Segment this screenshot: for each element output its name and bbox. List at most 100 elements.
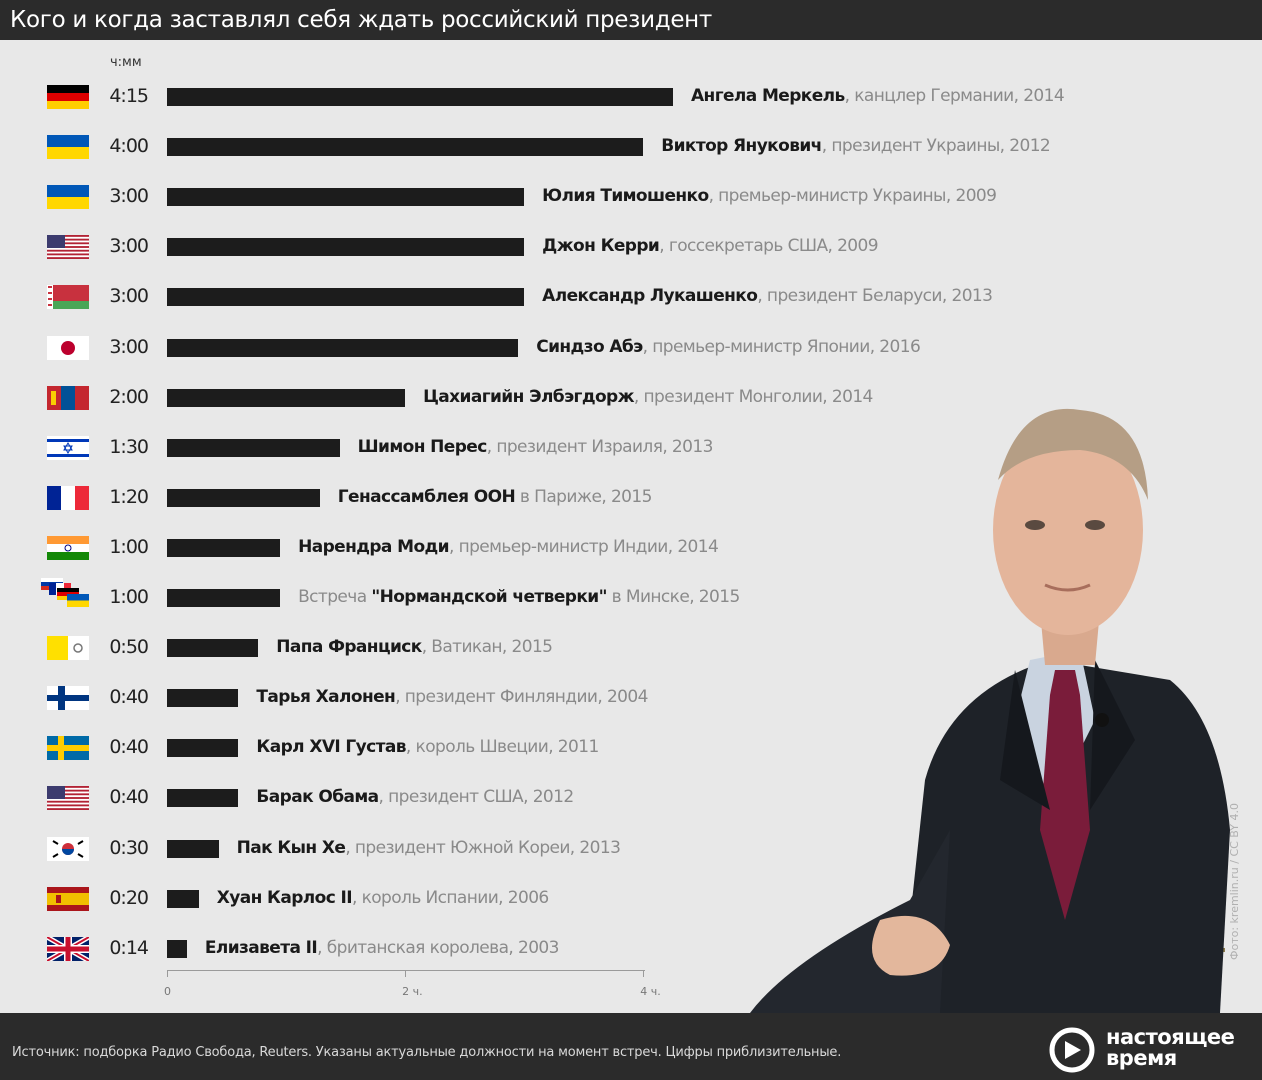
- bar: [167, 639, 259, 658]
- flag-finland-icon: [47, 686, 89, 711]
- bar-label-name: Карл XVI Густав: [256, 737, 406, 758]
- bar-label: Генассамблея ООН в Париже, 2015: [338, 486, 653, 507]
- time-label: 0:30: [109, 836, 149, 859]
- bar-label-detail: в Минске, 2015: [606, 587, 741, 607]
- flag-israel-icon: [47, 435, 89, 460]
- bar-label: Ангела Меркель, канцлер Германии, 2014: [691, 86, 1065, 106]
- bar-label-detail: , президент Южной Кореи, 2013: [345, 837, 621, 858]
- bar-label-detail: , король Испании, 2006: [351, 887, 549, 908]
- bar: [167, 238, 525, 257]
- bar-label: Александр Лукашенко, президент Беларуси,…: [542, 286, 993, 307]
- bar-label-detail: в Париже, 2015: [515, 486, 653, 507]
- logo-icon: [1049, 1027, 1095, 1073]
- time-label: 0:14: [109, 936, 149, 959]
- bar: [167, 789, 239, 808]
- bar: [167, 388, 406, 407]
- bar-label: Карл XVI Густав, король Швеции, 2011: [256, 737, 599, 758]
- flag-usa-icon: [47, 235, 89, 260]
- flag-ukraine-icon: [47, 135, 89, 160]
- photo-credit: Фото: kremlin.ru / CC BY 4.0: [1228, 803, 1241, 960]
- bar: [167, 438, 340, 457]
- bar: [167, 188, 525, 207]
- bar: [167, 138, 644, 157]
- bar-label: Шимон Перес, президент Израиля, 2013: [358, 437, 714, 457]
- bar-label: Синдзо Абэ, премьер-министр Японии, 2016: [536, 336, 921, 357]
- time-label: 4:15: [109, 85, 149, 107]
- bar: [167, 538, 281, 557]
- bar-label-name: Цахиагийн Элбэгдорж: [423, 386, 634, 407]
- flag-france-icon: [47, 485, 90, 510]
- bar-label: Папа Франциск, Ватикан, 2015: [276, 637, 553, 658]
- bar: [167, 288, 525, 307]
- bar: [167, 689, 239, 708]
- x-tick: [167, 970, 168, 977]
- bar-label: Тарья Халонен, президент Финляндии, 2004: [256, 687, 648, 708]
- x-tick-label: 4 ч.: [640, 985, 661, 998]
- bar-label-detail: , президент Монголии, 2014: [633, 386, 873, 407]
- bar-label-name: Александр Лукашенко: [542, 286, 758, 307]
- bar-label-name: "Нормандской четверки": [371, 587, 607, 607]
- time-label: 4:00: [109, 135, 149, 158]
- bar-label-name: Ангела Меркель: [691, 86, 845, 106]
- bar-label: Барак Обама, президент США, 2012: [256, 787, 575, 808]
- flag-uk-icon: [45, 934, 91, 963]
- flag-mongolia-icon: [47, 385, 90, 410]
- bar-label-name: Папа Франциск: [276, 637, 422, 658]
- unit-label: ч:мм: [110, 55, 142, 70]
- x-tick-label: 0: [164, 985, 171, 998]
- time-label: 1:00: [109, 586, 149, 608]
- bar-label-detail: , Ватикан, 2015: [421, 637, 553, 658]
- bar-label: Нарендра Моди, премьер-министр Индии, 20…: [298, 536, 719, 557]
- bar-label: Пак Кын Хе, президент Южной Кореи, 2013: [237, 838, 621, 858]
- bar-label-name: Джон Керри: [542, 236, 660, 257]
- flag-usa-icon: [47, 786, 89, 811]
- flag-belarus-icon: [47, 285, 89, 310]
- bar-label-name: Синдзо Абэ: [536, 336, 643, 357]
- bar-label-name: Нарендра Моди: [298, 536, 449, 557]
- time-label: 1:00: [109, 535, 149, 558]
- flag-ukraine-icon: [47, 185, 89, 210]
- time-label: 0:50: [109, 636, 149, 659]
- time-label: 3:00: [109, 185, 149, 208]
- bar-label-name: Тарья Халонен: [256, 687, 396, 708]
- bar-label-detail: , король Швеции, 2011: [405, 737, 599, 758]
- time-label: 3:00: [109, 235, 149, 258]
- flag-korea-icon: [47, 836, 89, 861]
- flag-normandy-icon: [41, 578, 89, 610]
- page-title: Кого и когда заставлял себя ждать россий…: [0, 0, 1262, 40]
- bar-label-detail: , президент Финляндии, 2004: [395, 687, 648, 708]
- bar: [167, 488, 320, 507]
- bar-label: Хуан Карлос II, король Испании, 2006: [217, 888, 549, 908]
- flag-germany-icon: [47, 85, 89, 110]
- bar: [167, 739, 239, 758]
- flag-spain-icon: [47, 886, 89, 911]
- bar: [167, 839, 219, 858]
- bar: [167, 338, 519, 357]
- bar-label-prefix: Встреча: [298, 587, 372, 607]
- bar-label-detail: , президент США, 2012: [378, 787, 575, 808]
- time-label: 1:30: [109, 435, 149, 458]
- flag-sweden-icon: [47, 736, 89, 761]
- bar-label-name: Барак Обама: [256, 787, 379, 808]
- bar: [167, 889, 199, 908]
- x-tick: [405, 970, 407, 977]
- bar: [167, 589, 281, 607]
- bar-label-detail: , госсекретарь США, 2009: [659, 236, 878, 257]
- flag-india-icon: [47, 535, 89, 561]
- bar-label-name: Хуан Карлос II: [216, 887, 353, 908]
- time-label: 3:00: [109, 285, 149, 308]
- bar-label-detail: , премьер-министр Индии, 2014: [448, 536, 719, 557]
- bar-label: Встреча "Нормандской четверки" в Минске,…: [298, 587, 740, 607]
- time-label: 0:20: [109, 886, 149, 909]
- bar-label: Виктор Янукович, президент Украины, 2012: [661, 136, 1051, 156]
- x-tick-label: 2 ч.: [402, 985, 423, 998]
- logo: настоящее время: [1048, 1027, 1258, 1073]
- bar-label-name: Юлия Тимошенко: [542, 186, 709, 207]
- bar: [167, 939, 187, 958]
- bar-label-name: Пак Кын Хе: [236, 837, 346, 858]
- time-label: 0:40: [109, 686, 149, 709]
- footer: Источник: подборка Радио Свобода, Reuter…: [0, 1013, 1262, 1080]
- bar-label-detail: , президент Беларуси, 2013: [757, 286, 993, 307]
- time-label: 1:20: [109, 485, 149, 508]
- logo-text: настоящее время: [1106, 1027, 1235, 1069]
